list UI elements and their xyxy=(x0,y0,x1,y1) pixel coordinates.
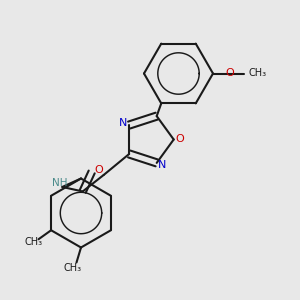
Text: CH₃: CH₃ xyxy=(64,263,82,273)
Text: NH: NH xyxy=(52,178,68,188)
Text: CH₃: CH₃ xyxy=(248,68,266,79)
Text: CH₃: CH₃ xyxy=(24,237,42,247)
Text: O: O xyxy=(225,68,234,78)
Text: O: O xyxy=(94,166,103,176)
Text: O: O xyxy=(175,134,184,144)
Text: N: N xyxy=(158,160,166,170)
Text: N: N xyxy=(118,118,127,128)
